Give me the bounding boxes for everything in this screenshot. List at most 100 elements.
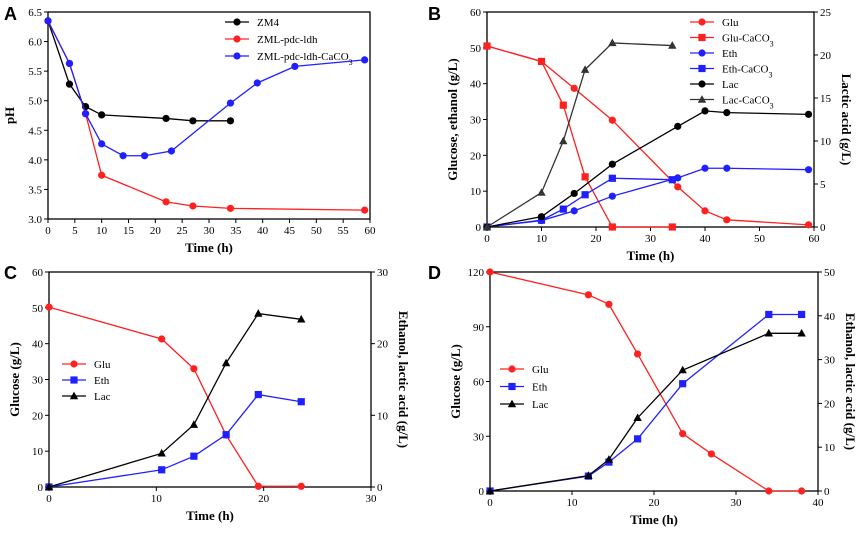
data-point: [254, 390, 262, 399]
y-axis-label: Glucose, ethanol (g/L): [445, 58, 460, 180]
x-tick-label: 0: [487, 497, 493, 509]
data-point: [608, 223, 616, 231]
y-right-axis-label: Lactic acid (g/L): [839, 74, 854, 166]
data-point: [764, 328, 773, 337]
y-tick-label: 6.0: [28, 37, 42, 49]
data-point: [559, 205, 567, 213]
data-point: [98, 111, 106, 119]
x-tick-label: 20: [150, 225, 162, 237]
series-zm4: [44, 17, 235, 125]
series-line: [486, 45, 673, 228]
data-point: [158, 466, 166, 474]
legend-entry: Eth-CaCO3: [690, 64, 772, 79]
data-point: [723, 164, 731, 172]
y-tick-label: 60: [32, 267, 44, 279]
panel-letter: D: [428, 263, 441, 283]
data-point: [570, 84, 578, 92]
x-tick-label: 25: [177, 225, 189, 237]
series-line: [486, 42, 673, 228]
data-point: [798, 310, 806, 319]
legend-entry: Lac: [690, 79, 739, 91]
x-tick-label: 10: [151, 493, 163, 505]
legend-entry: ZML-pdc-ldh-CaCO3: [225, 51, 353, 67]
data-point: [701, 164, 709, 172]
y-tick-label: 5.0: [28, 96, 42, 108]
series-lac: [485, 328, 806, 495]
data-point: [570, 207, 578, 215]
data-point: [580, 65, 590, 73]
y-right-tick-label: 25: [820, 7, 832, 19]
series-line: [48, 393, 302, 488]
data-point: [608, 174, 616, 182]
data-point: [608, 38, 617, 47]
y-right-tick-label: 40: [824, 311, 836, 323]
data-point: [81, 110, 90, 118]
legend-marker: [698, 80, 706, 88]
series-lac: [44, 309, 306, 491]
series-glu-caco3: [483, 42, 676, 231]
legend-marker: [233, 18, 241, 26]
y-tick-label: 6.5: [28, 7, 42, 19]
data-point: [98, 171, 106, 179]
data-point: [162, 114, 170, 123]
legend-marker: [698, 64, 706, 73]
data-point: [189, 202, 197, 210]
data-point: [189, 117, 197, 125]
series-line: [486, 110, 809, 228]
data-point: [190, 365, 198, 373]
legend-label: Glu: [94, 359, 111, 371]
y-right-tick-label: 0: [824, 486, 830, 498]
data-point: [674, 183, 682, 191]
data-point: [190, 452, 198, 460]
y-tick-label: 4.0: [28, 155, 42, 167]
legend-label: Lac-CaCO3: [722, 95, 774, 111]
data-point: [297, 314, 306, 323]
x-tick-label: 40: [257, 225, 269, 237]
data-point: [162, 198, 170, 206]
data-point: [678, 365, 687, 374]
data-point: [668, 41, 677, 49]
y-tick-label: 30: [470, 115, 482, 127]
data-point: [482, 222, 492, 231]
legend-entry: Eth: [500, 382, 548, 394]
y-right-tick-label: 50: [824, 267, 836, 279]
data-point: [584, 471, 593, 479]
y-tick-label: 4.5: [28, 125, 42, 137]
x-tick-label: 30: [731, 497, 743, 509]
legend-marker: [233, 35, 241, 43]
data-point: [222, 431, 230, 439]
data-point: [291, 62, 299, 71]
data-point: [226, 117, 235, 125]
x-tick-label: 50: [754, 233, 766, 245]
x-axis-label: Time (h): [186, 508, 234, 523]
x-axis-label: Time (h): [627, 248, 675, 263]
y-tick-label: 120: [468, 267, 485, 279]
series-line: [486, 177, 673, 228]
y-axis-label: pH: [2, 107, 17, 124]
series-line: [47, 20, 231, 122]
panel-b: B0 10 20 30 40 50 6001020304050600510152025Tim…: [428, 4, 854, 263]
y-right-tick-label: 10: [377, 410, 389, 422]
data-point: [765, 310, 773, 319]
legend-label: Lac: [722, 79, 739, 91]
x-tick-label: 40: [813, 497, 825, 509]
legend-marker: [698, 18, 706, 26]
x-tick-label: 30: [204, 225, 216, 237]
x-tick-label: 10: [567, 497, 579, 509]
legend-label: Lac: [94, 391, 111, 403]
data-point: [679, 380, 687, 388]
x-axis-label: Time (h): [630, 512, 678, 527]
data-point: [668, 223, 676, 231]
data-point: [804, 166, 813, 174]
legend-label: Glu: [532, 364, 549, 376]
x-tick-label: 15: [123, 225, 135, 237]
y-tick-label: 0: [476, 222, 482, 234]
data-point: [485, 486, 495, 495]
legend: ZM4 ZML-pdc-ldh ZML-pdc-ldh-CaCO3: [225, 17, 353, 67]
data-point: [65, 59, 74, 68]
y-tick-label: 50: [470, 43, 482, 55]
data-point: [679, 430, 687, 438]
